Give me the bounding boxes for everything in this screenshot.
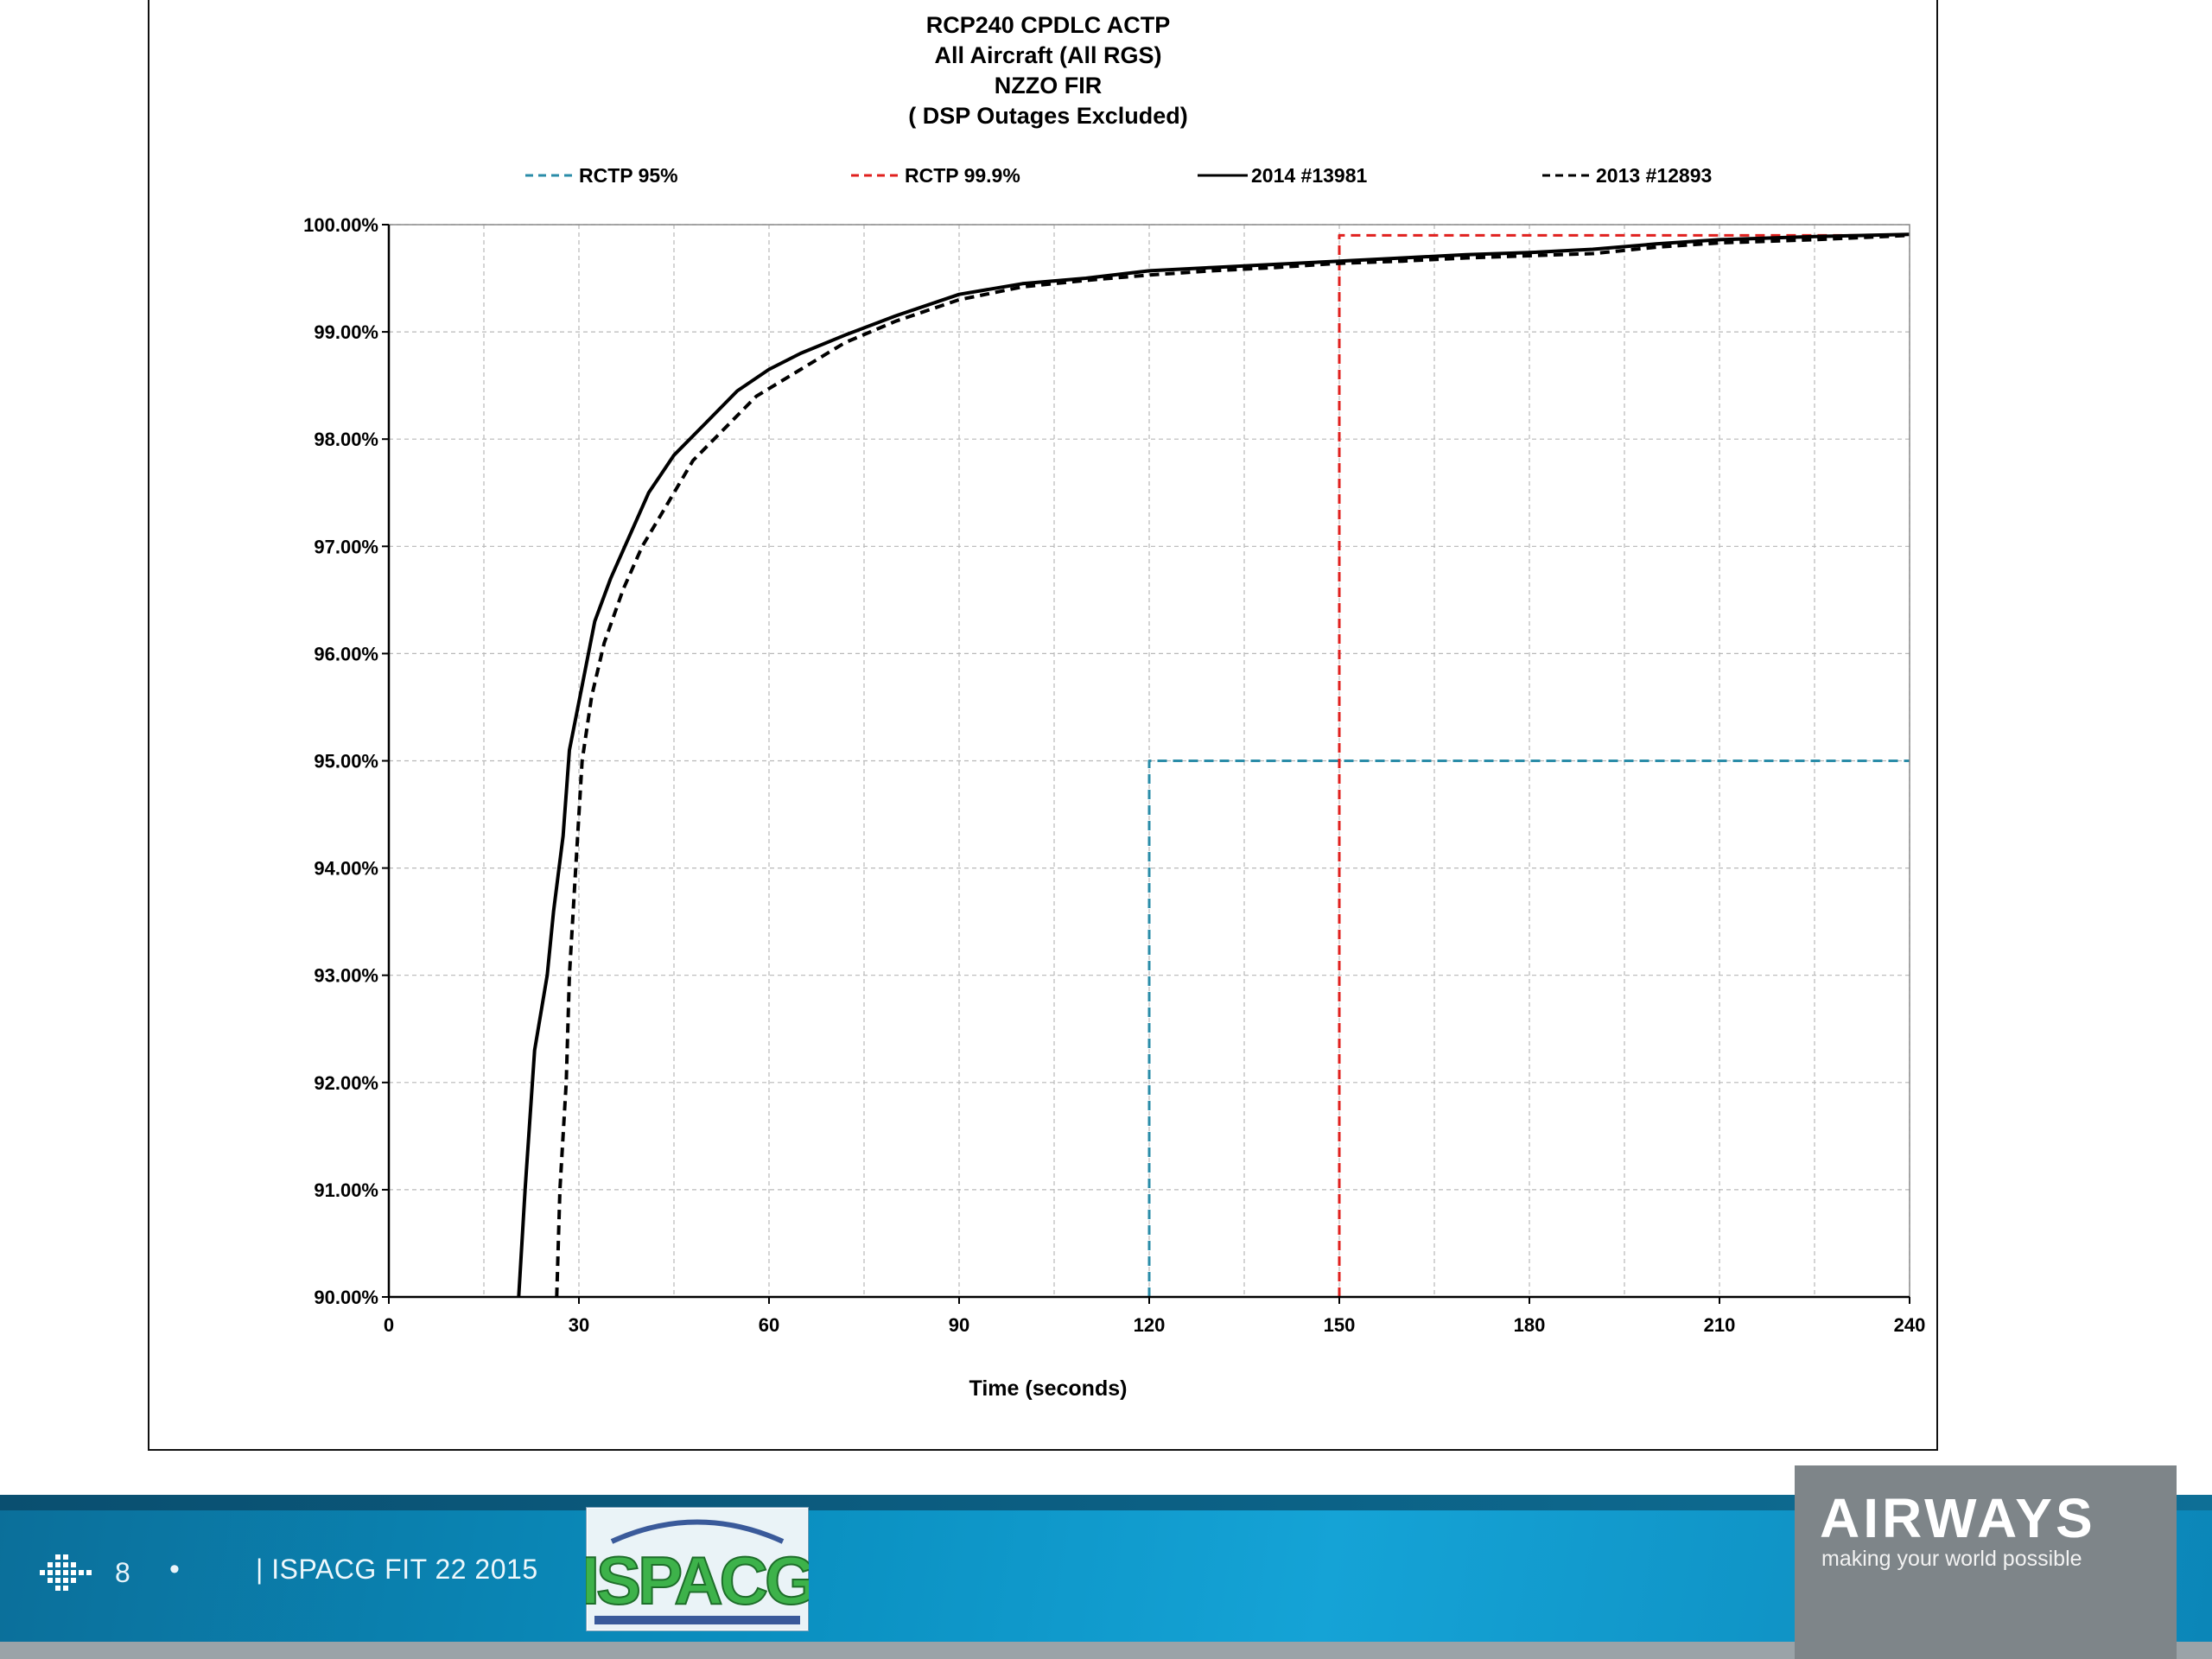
y-tick-label: 93.00% xyxy=(314,965,378,987)
series-line-1 xyxy=(1338,233,1910,1297)
x-tick-label: 120 xyxy=(1134,1314,1166,1336)
chart-panel: RCP240 CPDLC ACTP All Aircraft (All RGS) N… xyxy=(148,0,1938,1451)
footer-bullet: • xyxy=(169,1553,180,1586)
chart-title-line-1: All Aircraft (All RGS) xyxy=(934,42,1161,68)
series-line-2 xyxy=(517,232,1910,1298)
y-tick-label: 95.00% xyxy=(314,751,378,772)
footer-top-band xyxy=(0,1495,2212,1510)
airways-brand-name: AIRWAYS xyxy=(1820,1487,2096,1549)
x-tick-label: 30 xyxy=(569,1314,589,1336)
y-tick-label: 90.00% xyxy=(314,1287,378,1308)
next-slide-arrow-icon[interactable] xyxy=(40,1549,93,1598)
chart-title-line-2: NZZO FIR xyxy=(995,73,1102,99)
chart-title: RCP240 CPDLC ACTP All Aircraft (All RGS) N… xyxy=(908,12,1188,129)
ispacg-logo: ISPACG xyxy=(586,1507,809,1631)
footer-event-text: | ISPACG FIT 22 2015 xyxy=(256,1554,538,1585)
legend-label-2: 2014 #13981 xyxy=(1251,164,1368,187)
chart-series xyxy=(517,232,1910,1298)
series-line-0 xyxy=(1147,760,1910,1297)
y-tick-label: 97.00% xyxy=(314,536,378,557)
y-tick-label: 91.00% xyxy=(314,1179,378,1201)
series-line-3 xyxy=(555,233,1910,1298)
x-tick-label: 150 xyxy=(1324,1314,1356,1336)
x-tick-label: 60 xyxy=(759,1314,779,1336)
airways-tagline: making your world possible xyxy=(1821,1547,2082,1571)
airways-logo-box xyxy=(1795,1465,2177,1659)
ispacg-logo-text: ISPACG xyxy=(586,1542,809,1618)
chart-svg: RCP240 CPDLC ACTP All Aircraft (All RGS) N… xyxy=(303,12,1925,1401)
chart-legend: RCTP 95% RCTP 99.9% 2014 #13981 2013 #12893 xyxy=(525,164,1712,187)
x-axis-title: Time (seconds) xyxy=(969,1376,1128,1401)
legend-label-1: RCTP 99.9% xyxy=(905,164,1020,187)
y-tick-label: 96.00% xyxy=(314,643,378,664)
x-tick-label: 240 xyxy=(1894,1314,1926,1336)
slide-page-number: 8 xyxy=(115,1557,130,1588)
footer-bottom-strip xyxy=(0,1642,2212,1659)
x-tick-label: 180 xyxy=(1514,1314,1546,1336)
x-tick-label: 210 xyxy=(1704,1314,1736,1336)
legend-label-0: RCTP 95% xyxy=(579,164,678,187)
chart-title-line-0: RCP240 CPDLC ACTP xyxy=(926,12,1171,38)
y-tick-label: 100.00% xyxy=(303,214,378,236)
x-tick-label: 90 xyxy=(949,1314,969,1336)
chart-axes: 0 30 60 90 120 150 180 210 240 90.00% 91.00% 92.00%… xyxy=(303,214,1925,1336)
y-tick-label: 94.00% xyxy=(314,858,378,880)
x-tick-label: 0 xyxy=(384,1314,394,1336)
y-tick-label: 99.00% xyxy=(314,321,378,343)
y-tick-label: 92.00% xyxy=(314,1072,378,1094)
chart-title-line-3: ( DSP Outages Excluded) xyxy=(908,103,1188,129)
y-tick-label: 98.00% xyxy=(314,429,378,450)
legend-label-3: 2013 #12893 xyxy=(1596,164,1712,187)
